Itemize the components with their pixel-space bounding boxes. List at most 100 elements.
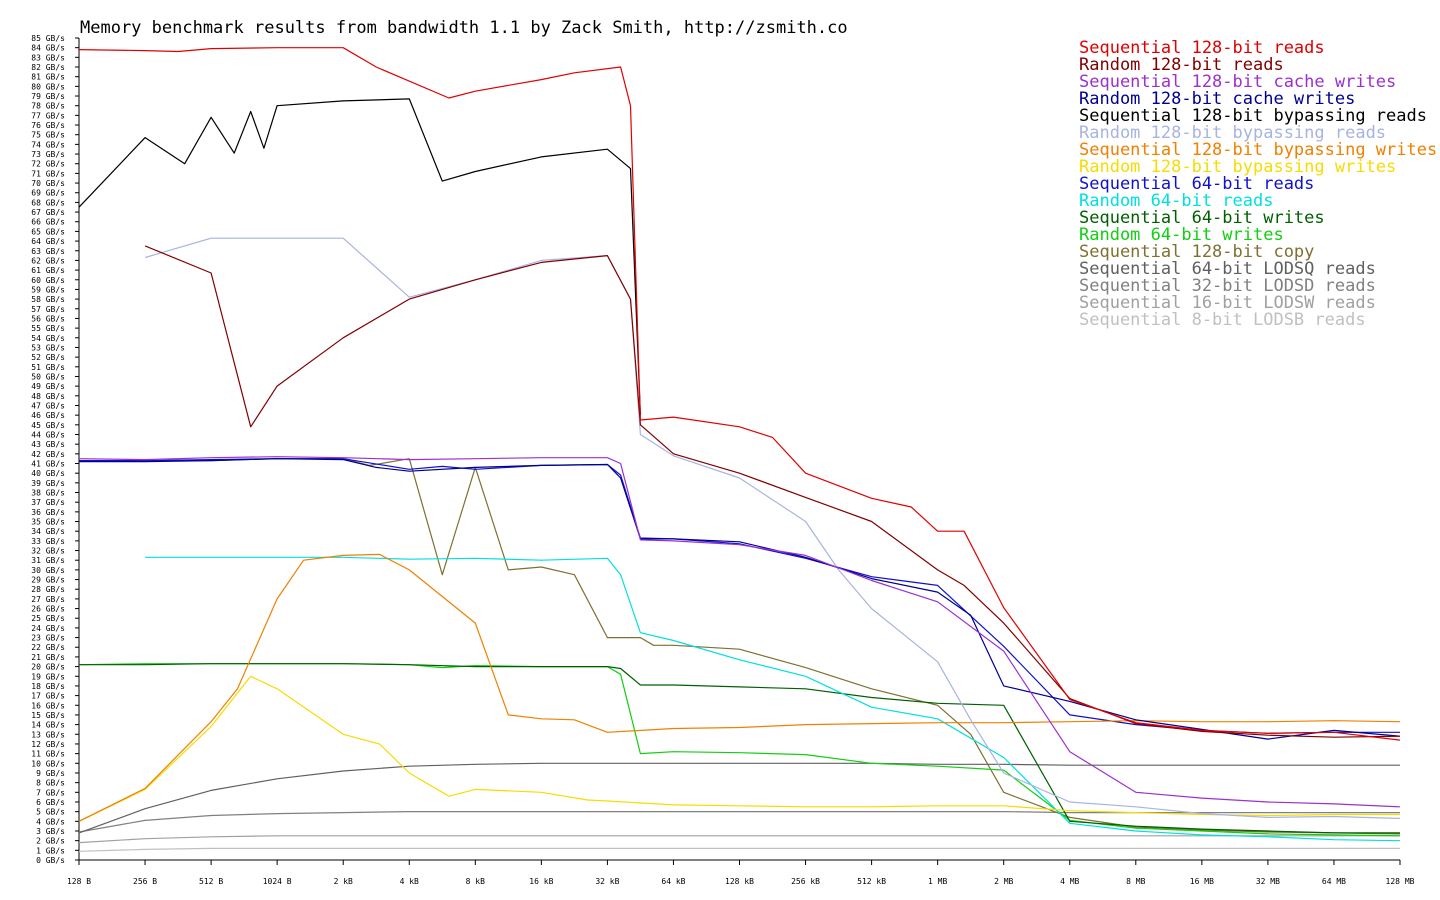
y-tick-label: 5 GB/s — [36, 808, 65, 817]
x-tick-label: 32 kB — [595, 877, 619, 886]
y-tick-label: 12 GB/s — [31, 740, 65, 749]
y-tick-label: 39 GB/s — [31, 479, 65, 488]
x-tick-label: 16 MB — [1190, 877, 1214, 886]
y-tick-label: 69 GB/s — [31, 189, 65, 198]
x-tick-label: 128 MB — [1386, 877, 1415, 886]
series-line — [78, 47, 1401, 741]
x-axis-ticks: 128 B 256 B 512 B 1024 B 2 kB 4 kB 8 kB 16 kB 32… — [67, 860, 1415, 886]
legend-entry: Random 128-bit reads — [1079, 55, 1284, 75]
y-tick-label: 77 GB/s — [31, 111, 65, 120]
x-tick-label: 128 B — [67, 877, 91, 886]
series-line — [79, 663, 1400, 834]
legend-entry: Sequential 8-bit LODSB reads — [1079, 310, 1366, 330]
legend-entry: Sequential 128-bit copy — [1079, 242, 1314, 262]
series-line — [144, 237, 1401, 819]
y-tick-label: 43 GB/s — [31, 440, 65, 449]
y-tick-label: 44 GB/s — [31, 430, 65, 439]
y-tick-label: 42 GB/s — [31, 450, 65, 459]
y-tick-label: 4 GB/s — [36, 817, 65, 826]
y-tick-label: 79 GB/s — [31, 92, 65, 101]
y-tick-label: 75 GB/s — [31, 131, 65, 140]
y-tick-label: 57 GB/s — [31, 305, 65, 314]
legend-entry: Random 128-bit cache writes — [1079, 89, 1355, 109]
legend-entry: Sequential 128-bit bypassing writes — [1079, 140, 1437, 160]
legend-entry: Random 64-bit reads — [1079, 191, 1273, 211]
y-tick-label: 64 GB/s — [31, 237, 65, 246]
y-tick-label: 81 GB/s — [31, 73, 65, 82]
y-tick-label: 56 GB/s — [31, 314, 65, 323]
y-tick-label: 50 GB/s — [31, 372, 65, 381]
x-tick-label: 256 kB — [791, 877, 820, 886]
y-tick-label: 26 GB/s — [31, 605, 65, 614]
y-tick-label: 16 GB/s — [31, 701, 65, 710]
y-tick-label: 78 GB/s — [31, 102, 65, 111]
y-tick-label: 47 GB/s — [31, 401, 65, 410]
y-tick-label: 24 GB/s — [31, 624, 65, 633]
y-tick-label: 67 GB/s — [31, 208, 65, 217]
x-tick-label: 8 kB — [466, 877, 485, 886]
series-line — [78, 456, 1401, 808]
series-line — [78, 847, 1400, 852]
y-tick-label: 31 GB/s — [31, 556, 65, 565]
y-tick-label: 66 GB/s — [31, 218, 65, 227]
x-tick-label: 64 kB — [661, 877, 685, 886]
y-tick-label: 73 GB/s — [31, 150, 65, 159]
legend-entry: Sequential 128-bit cache writes — [1079, 72, 1396, 92]
x-tick-label: 512 kB — [857, 877, 886, 886]
series-line — [78, 675, 1400, 822]
series-line — [144, 245, 1401, 738]
series-lines — [78, 47, 1401, 852]
chart-title: Memory benchmark results from bandwidth … — [80, 18, 848, 38]
y-tick-label: 1 GB/s — [36, 846, 65, 855]
x-tick-label: 32 MB — [1256, 877, 1280, 886]
y-axis-ticks: 0 GB/s1 GB/s2 GB/s3 GB/s4 GB/s5 GB/s6 GB… — [31, 34, 79, 865]
y-tick-label: 7 GB/s — [36, 788, 65, 797]
y-tick-label: 33 GB/s — [31, 537, 65, 546]
y-tick-label: 63 GB/s — [31, 247, 65, 256]
y-tick-label: 51 GB/s — [31, 363, 65, 372]
x-tick-label: 256 B — [133, 877, 157, 886]
legend-entry: Sequential 32-bit LODSD reads — [1079, 276, 1376, 296]
y-tick-label: 27 GB/s — [31, 595, 65, 604]
y-tick-label: 35 GB/s — [31, 518, 65, 527]
y-tick-label: 23 GB/s — [31, 634, 65, 643]
y-tick-label: 85 GB/s — [31, 34, 65, 43]
x-tick-label: 8 MB — [1126, 877, 1145, 886]
y-tick-label: 45 GB/s — [31, 421, 65, 430]
legend-entry: Sequential 128-bit bypassing reads — [1079, 106, 1427, 126]
y-tick-label: 0 GB/s — [36, 856, 65, 865]
series-line — [79, 458, 1401, 835]
y-tick-label: 48 GB/s — [31, 392, 65, 401]
y-tick-label: 21 GB/s — [31, 653, 65, 662]
legend-entry: Random 128-bit bypassing reads — [1079, 123, 1386, 143]
y-tick-label: 10 GB/s — [31, 759, 65, 768]
y-tick-label: 71 GB/s — [31, 169, 65, 178]
y-tick-label: 13 GB/s — [31, 730, 65, 739]
y-tick-label: 52 GB/s — [31, 353, 65, 362]
y-tick-label: 54 GB/s — [31, 334, 65, 343]
x-tick-label: 2 MB — [994, 877, 1013, 886]
y-tick-label: 74 GB/s — [31, 140, 65, 149]
series-line — [78, 762, 1400, 834]
y-tick-label: 65 GB/s — [31, 227, 65, 236]
series-line — [79, 458, 1401, 740]
x-tick-label: 16 kB — [529, 877, 553, 886]
y-tick-label: 20 GB/s — [31, 663, 65, 672]
y-tick-label: 28 GB/s — [31, 585, 65, 594]
y-tick-label: 17 GB/s — [31, 692, 65, 701]
legend-entry: Random 64-bit writes — [1079, 225, 1284, 245]
y-tick-label: 18 GB/s — [31, 682, 65, 691]
y-tick-label: 82 GB/s — [31, 63, 65, 72]
y-tick-label: 34 GB/s — [31, 527, 65, 536]
y-tick-label: 49 GB/s — [31, 382, 65, 391]
x-tick-label: 512 B — [199, 877, 223, 886]
y-tick-label: 55 GB/s — [31, 324, 65, 333]
legend-entry: Random 128-bit bypassing writes — [1079, 157, 1396, 177]
y-tick-label: 14 GB/s — [31, 721, 65, 730]
y-tick-label: 83 GB/s — [31, 53, 65, 62]
legend-entry: Sequential 64-bit LODSQ reads — [1079, 259, 1376, 279]
y-tick-label: 58 GB/s — [31, 295, 65, 304]
y-tick-label: 8 GB/s — [36, 779, 65, 788]
